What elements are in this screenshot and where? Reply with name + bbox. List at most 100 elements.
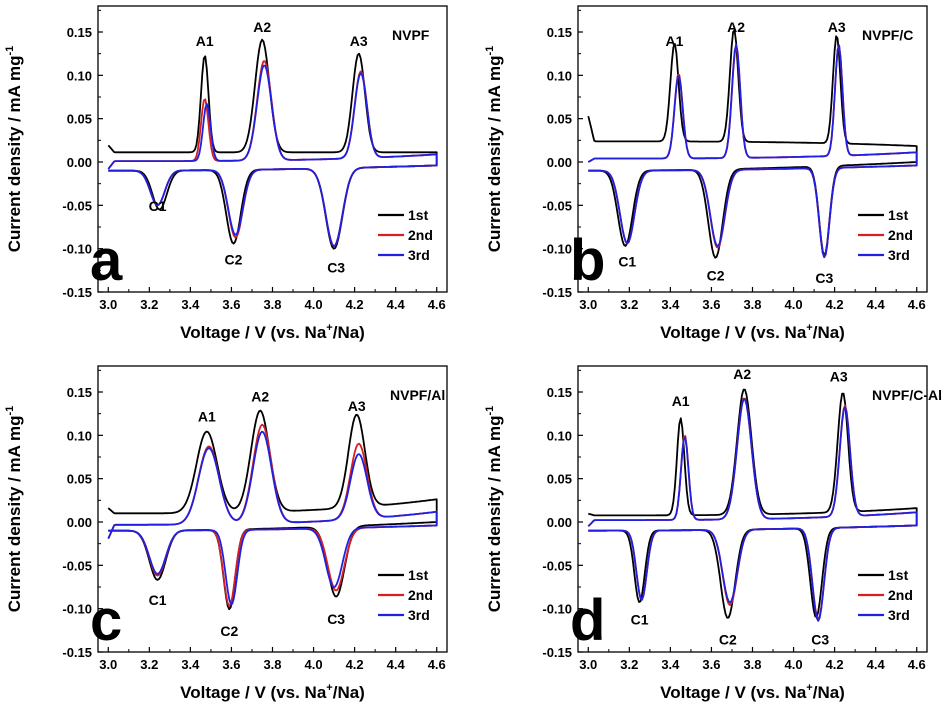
series-line-2nd [587, 44, 918, 259]
y-tick-label: -0.15 [542, 645, 572, 660]
legend-label: 3rd [408, 607, 430, 623]
sample-label: NVPF/C-Al [872, 387, 942, 403]
y-tick-label: 0.00 [547, 515, 572, 530]
x-tick-label: 3.6 [222, 297, 240, 312]
x-tick-label: 3.8 [743, 297, 761, 312]
y-tick-label: 0.05 [547, 112, 572, 127]
peak-label-c1: C1 [149, 592, 167, 608]
x-tick-label: 3.0 [99, 297, 117, 312]
series-line-3rd [107, 430, 438, 605]
legend-label: 2nd [888, 587, 913, 603]
peak-label-a1: A1 [672, 393, 690, 409]
y-tick-label: 0.15 [547, 385, 572, 400]
x-tick-label: 4.6 [908, 657, 926, 672]
y-tick-label: -0.05 [62, 198, 92, 213]
peak-label-c3: C3 [815, 270, 833, 286]
y-tick-label: 0.15 [547, 25, 572, 40]
peak-label-c2: C2 [707, 267, 725, 283]
plot-frame [577, 365, 928, 653]
series-line-1st [107, 38, 438, 250]
y-tick-label: -0.10 [542, 602, 572, 617]
x-tick-label: 3.6 [222, 657, 240, 672]
panel-letter: c [90, 588, 122, 653]
x-axis-label: Voltage / V (vs. Na+/Na) [660, 322, 845, 342]
x-tick-label: 3.6 [702, 657, 720, 672]
x-tick-label: 4.2 [826, 657, 844, 672]
peak-label-c2: C2 [719, 632, 737, 648]
peak-label-a3: A3 [348, 398, 366, 414]
x-tick-label: 4.4 [867, 297, 886, 312]
x-tick-label: 4.4 [867, 657, 886, 672]
panel-letter: b [570, 228, 605, 293]
plot-frame [97, 365, 448, 653]
series-line-1st [107, 409, 438, 611]
x-tick-label: 3.4 [661, 657, 680, 672]
panel-letter: a [90, 228, 123, 293]
y-tick-label: 0.10 [547, 428, 572, 443]
y-tick-label: 0.10 [67, 68, 92, 83]
legend-label: 1st [888, 207, 909, 223]
x-tick-label: 4.2 [346, 657, 364, 672]
peak-label-a2: A2 [253, 19, 271, 35]
peak-label-c3: C3 [811, 632, 829, 648]
x-tick-label: 3.0 [579, 657, 597, 672]
x-tick-label: 4.6 [908, 297, 926, 312]
peak-label-c2: C2 [225, 252, 243, 268]
y-axis-label: Current density / mA mg-1 [4, 46, 24, 253]
x-tick-label: 3.8 [263, 297, 281, 312]
x-tick-label: 4.6 [428, 657, 446, 672]
y-tick-label: 0.05 [547, 472, 572, 487]
peak-label-c3: C3 [327, 260, 345, 276]
y-tick-label: -0.15 [62, 285, 92, 300]
x-tick-label: 3.4 [181, 297, 200, 312]
legend-label: 2nd [408, 587, 433, 603]
y-axis-label: Current density / mA mg-1 [484, 406, 504, 613]
x-tick-label: 3.2 [140, 297, 158, 312]
x-tick-label: 3.4 [181, 657, 200, 672]
x-tick-label: 4.6 [428, 297, 446, 312]
y-tick-label: 0.00 [547, 155, 572, 170]
x-tick-label: 3.0 [579, 297, 597, 312]
y-tick-label: -0.10 [62, 602, 92, 617]
y-tick-label: 0.10 [547, 68, 572, 83]
y-tick-label: -0.05 [62, 558, 92, 573]
x-tick-label: 3.6 [702, 297, 720, 312]
x-tick-label: 4.2 [826, 297, 844, 312]
peak-label-c1: C1 [618, 253, 636, 269]
peak-label-a3: A3 [830, 369, 848, 385]
series-line-2nd [107, 60, 438, 247]
x-tick-label: 4.4 [387, 297, 406, 312]
y-axis-label: Current density / mA mg-1 [484, 46, 504, 253]
y-tick-label: 0.15 [67, 25, 92, 40]
peak-label-a1: A1 [196, 33, 214, 49]
panel-a: 3.0 3.2 3.4 3.6 3.8 4.0 4.2 4.4 4.6 -0.15 -0.10 -0.… [4, 5, 448, 342]
sample-label: NVPF/Al [390, 387, 445, 403]
x-tick-label: 3.8 [743, 657, 761, 672]
x-tick-label: 3.2 [620, 657, 638, 672]
plot-frame [97, 5, 448, 293]
x-axis-label: Voltage / V (vs. Na+/Na) [180, 682, 365, 702]
peak-label-a2: A2 [733, 366, 751, 382]
legend-label: 3rd [888, 247, 910, 263]
plot-frame [577, 5, 928, 293]
y-tick-label: -0.05 [542, 198, 572, 213]
sample-label: NVPF [392, 27, 430, 43]
x-tick-label: 3.2 [140, 657, 158, 672]
legend-label: 2nd [888, 227, 913, 243]
x-tick-label: 3.4 [661, 297, 680, 312]
series-line-1st [587, 29, 918, 259]
panel-b: 3.0 3.2 3.4 3.6 3.8 4.0 4.2 4.4 4.6 -0.15 -0.10 -0.… [484, 5, 928, 342]
y-tick-label: -0.10 [62, 242, 92, 257]
panel-letter: d [570, 588, 605, 653]
x-tick-label: 4.0 [785, 297, 803, 312]
peak-label-a1: A1 [198, 408, 216, 424]
y-tick-label: -0.15 [62, 645, 92, 660]
y-axis-label: Current density / mA mg-1 [4, 406, 24, 613]
peak-label-a1: A1 [666, 33, 684, 49]
y-tick-label: -0.15 [542, 285, 572, 300]
panel-c: 3.0 3.2 3.4 3.6 3.8 4.0 4.2 4.4 4.6 -0.15 -0.10 -0.… [4, 365, 448, 702]
series-line-3rd [587, 398, 918, 622]
y-tick-label: 0.05 [67, 112, 92, 127]
peak-label-a3: A3 [350, 33, 368, 49]
peak-label-a3: A3 [828, 19, 846, 35]
